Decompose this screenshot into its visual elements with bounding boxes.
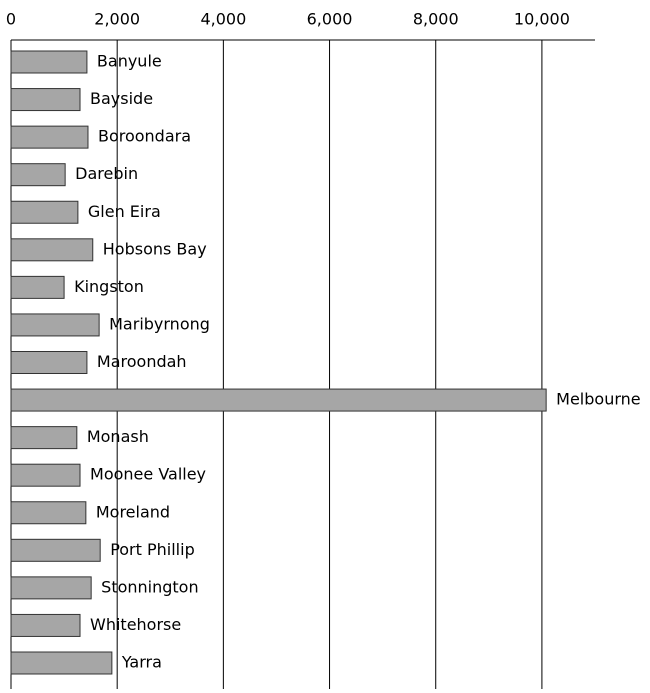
bar bbox=[10, 351, 88, 374]
bar bbox=[10, 463, 81, 487]
category-label: Banyule bbox=[97, 52, 162, 71]
category-label: Melbourne bbox=[556, 390, 640, 409]
x-tick-label: 4,000 bbox=[200, 10, 246, 29]
bar bbox=[10, 613, 81, 637]
bar bbox=[10, 163, 66, 187]
bar bbox=[10, 200, 79, 224]
x-tick-label: 2,000 bbox=[94, 10, 140, 29]
bar bbox=[10, 125, 89, 149]
category-label: Moreland bbox=[96, 502, 170, 521]
bar bbox=[10, 88, 81, 112]
category-label: Bayside bbox=[90, 89, 153, 108]
bar bbox=[10, 576, 92, 600]
x-tick-label: 6,000 bbox=[307, 10, 353, 29]
bar bbox=[10, 238, 94, 262]
category-label: Port Phillip bbox=[110, 540, 195, 559]
category-label: Boroondara bbox=[98, 127, 191, 146]
bar bbox=[10, 426, 78, 450]
category-label: Darebin bbox=[75, 164, 138, 183]
bar bbox=[10, 651, 113, 675]
category-label: Moonee Valley bbox=[90, 465, 206, 484]
x-tick-label: 8,000 bbox=[413, 10, 459, 29]
x-tick-label: 10,000 bbox=[514, 10, 570, 29]
bar bbox=[10, 501, 87, 525]
category-label: Maribyrnong bbox=[109, 314, 210, 333]
category-label: Glen Eira bbox=[88, 202, 161, 221]
category-label: Hobsons Bay bbox=[103, 239, 207, 258]
bar bbox=[10, 388, 547, 412]
category-label: Maroondah bbox=[97, 352, 187, 371]
bar bbox=[10, 538, 101, 562]
category-label: Whitehorse bbox=[90, 615, 181, 634]
bar bbox=[10, 50, 88, 74]
bar bbox=[10, 275, 65, 299]
category-label: Yarra bbox=[121, 653, 162, 672]
category-label: Monash bbox=[87, 427, 149, 446]
category-label: Kingston bbox=[74, 277, 144, 296]
bar bbox=[10, 313, 100, 337]
category-label: Stonnington bbox=[101, 577, 198, 596]
x-tick-label: 0 bbox=[6, 10, 16, 29]
